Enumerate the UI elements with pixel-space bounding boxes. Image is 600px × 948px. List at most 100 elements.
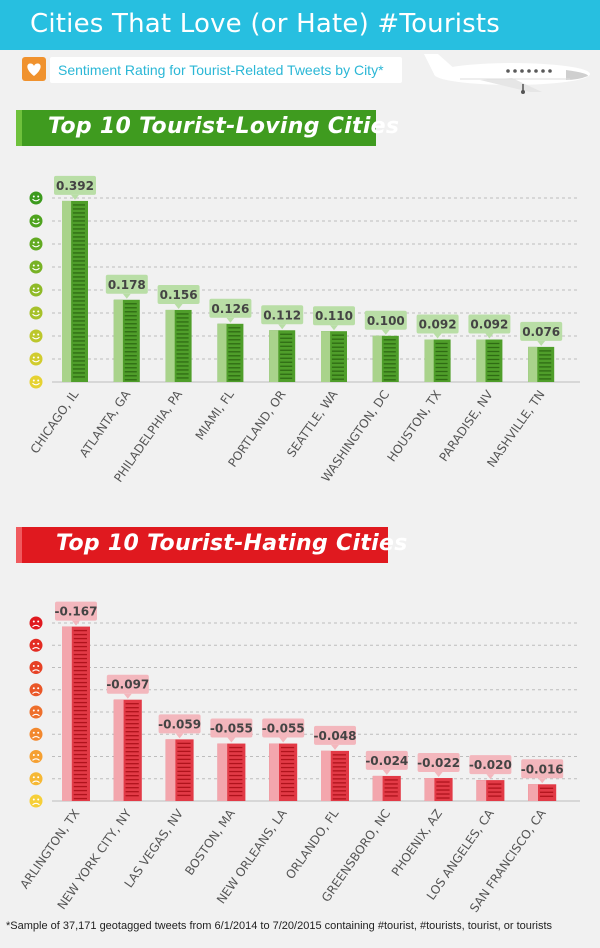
loving-tick-label: PARADISE, NV	[436, 387, 496, 464]
hating-bar	[217, 743, 246, 801]
hating-value-label: -0.055	[210, 718, 253, 743]
svg-text:0.112: 0.112	[263, 308, 301, 322]
sad-face-icon	[29, 683, 43, 697]
loving-bars	[62, 200, 555, 382]
smiley-face-icon	[29, 283, 43, 297]
hating-bar	[113, 699, 142, 801]
airplane-icon	[424, 54, 590, 94]
subtitle-box: Sentiment Rating for Tourist-Related Twe…	[50, 57, 402, 83]
smiley-face-icon	[29, 375, 43, 389]
hating-value-label: -0.016	[521, 759, 564, 784]
sad-face-icon	[29, 705, 43, 719]
loving-value-label: 0.110	[313, 306, 355, 331]
svg-text:0.092: 0.092	[419, 318, 457, 332]
loving-bar	[217, 323, 244, 382]
hating-value-label: -0.048	[314, 725, 356, 750]
loving-value-label: 0.076	[520, 321, 563, 346]
loving-bar	[62, 200, 88, 382]
hating-value-label: -0.024	[365, 750, 408, 775]
loving-bar	[528, 346, 555, 382]
smiley-face-icon	[29, 260, 43, 274]
svg-text:-0.059: -0.059	[158, 717, 201, 731]
loving-banner-title: Top 10 Tourist-Loving Cities	[48, 114, 400, 139]
page-title: Cities That Love (or Hate) #Tourists	[30, 9, 501, 39]
loving-banner-bar	[16, 110, 376, 146]
svg-text:-0.020: -0.020	[469, 758, 512, 772]
hating-bar	[321, 750, 349, 801]
hating-section-banner: Top 10 Tourist-Hating Cities	[16, 527, 407, 563]
loving-bar	[372, 335, 399, 382]
svg-text:0.126: 0.126	[211, 302, 249, 316]
loving-value-label: 0.156	[157, 284, 200, 309]
smiley-face-icon	[29, 191, 43, 205]
loving-tick-label: SEATTLE, WA	[284, 387, 341, 460]
loving-value-labels: 0.392 0.178 0.156 0.126 0.112 0.110 0.100 0.092…	[54, 175, 563, 346]
hating-value-label: -0.059	[158, 714, 201, 739]
loving-value-label: 0.392	[54, 175, 96, 200]
hating-banner-title: Top 10 Tourist-Hating Cities	[56, 531, 408, 556]
loving-bar	[321, 331, 347, 382]
svg-text:-0.016: -0.016	[521, 762, 564, 776]
footnote: *Sample of 37,171 geotagged tweets from …	[6, 920, 553, 932]
hating-bars	[62, 626, 557, 801]
loving-tick-label: MIAMI, FL	[193, 387, 237, 442]
loving-bar	[113, 299, 140, 382]
svg-text:0.092: 0.092	[470, 318, 508, 332]
sad-face-icon	[29, 661, 43, 674]
loving-tick-label: NASHVILLE, TN	[484, 388, 547, 470]
loving-tick-label: CHICAGO, IL	[28, 387, 82, 456]
smiley-face-icons	[29, 191, 43, 389]
hating-bar	[165, 739, 194, 801]
loving-bar	[269, 330, 296, 382]
sad-face-icon	[29, 638, 43, 652]
svg-text:0.100: 0.100	[367, 314, 405, 328]
heart-icon	[22, 57, 46, 81]
hating-bar	[476, 780, 505, 801]
hating-banner-bar	[16, 527, 388, 563]
loving-chart: 0.392 0.178 0.156 0.126 0.112 0.110 0.100 0.092…	[28, 175, 580, 485]
smiley-face-icon	[29, 237, 43, 251]
hating-bar	[528, 784, 557, 801]
svg-text:0.392: 0.392	[56, 179, 94, 193]
hating-tick-label: BOSTON, MA	[182, 806, 238, 878]
sad-face-icon	[29, 772, 43, 786]
loving-tick-label: PORTLAND, OR	[225, 388, 288, 470]
hating-bar	[424, 778, 453, 801]
header-band	[0, 0, 600, 50]
hating-value-label: -0.022	[417, 753, 460, 778]
hating-value-label: -0.020	[469, 755, 512, 780]
loving-tick-label: ATLANTA, GA	[77, 387, 134, 460]
smiley-face-icon	[29, 329, 43, 343]
hating-value-labels: -0.167 -0.097 -0.059 -0.055 -0.055 -0.048 -0.0…	[55, 601, 564, 784]
svg-text:-0.055: -0.055	[210, 722, 253, 736]
svg-text:0.156: 0.156	[160, 288, 198, 302]
smiley-face-icon	[29, 214, 43, 228]
sad-face-icon	[29, 616, 43, 630]
hating-value-label: -0.097	[106, 674, 149, 699]
loving-section-banner: Top 10 Tourist-Loving Cities	[16, 110, 399, 146]
sad-face-icons	[29, 616, 43, 808]
hating-value-label: -0.167	[55, 601, 97, 626]
svg-text:-0.055: -0.055	[262, 722, 305, 736]
hating-tick-label: ORLANDO, FL	[283, 806, 342, 881]
sad-face-icon	[29, 727, 43, 741]
loving-value-label: 0.092	[468, 314, 511, 339]
loving-bar	[476, 339, 503, 382]
header: Cities That Love (or Hate) #Tourists Sen…	[0, 0, 600, 94]
loving-value-label: 0.126	[209, 298, 252, 323]
loving-value-label: 0.178	[105, 274, 148, 299]
loving-value-label: 0.100	[364, 310, 407, 335]
hating-bar	[62, 626, 90, 801]
loving-bar	[165, 309, 192, 382]
loving-value-label: 0.092	[416, 314, 459, 339]
smiley-face-icon	[29, 352, 43, 366]
smiley-face-icon	[29, 306, 43, 320]
svg-text:0.178: 0.178	[108, 278, 146, 292]
sad-face-icon	[29, 794, 43, 808]
hating-bar	[269, 743, 298, 801]
loving-value-label: 0.112	[261, 305, 304, 330]
sad-face-icon	[29, 750, 43, 763]
page-subtitle: Sentiment Rating for Tourist-Related Twe…	[58, 62, 384, 78]
hating-tick-label: PHOENIX, AZ	[389, 807, 445, 879]
